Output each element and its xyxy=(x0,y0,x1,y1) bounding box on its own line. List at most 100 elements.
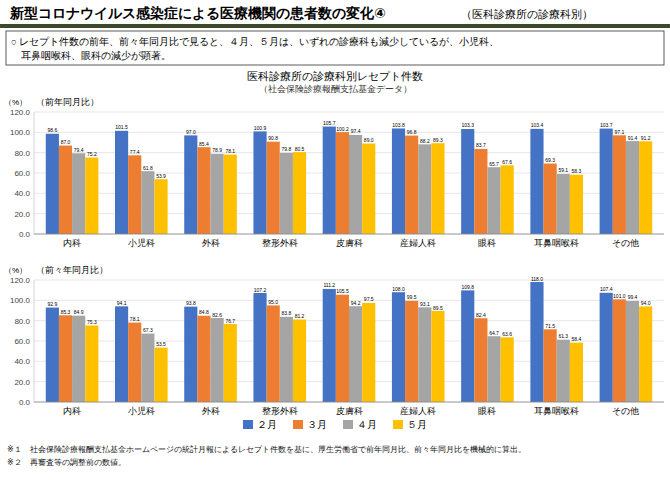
data-label: 61.3 xyxy=(558,333,568,339)
bar: ４月 xyxy=(211,154,224,234)
bar: ５月 xyxy=(570,175,583,234)
bar: ５月 xyxy=(85,325,98,402)
bars: ２月２月２月２月２月２月２月２月２月３月３月３月３月３月３月３月３月３月４月４月… xyxy=(46,282,652,402)
data-label: 100.2 xyxy=(336,126,349,132)
bar: ４月 xyxy=(72,316,85,402)
bar: ２月 xyxy=(115,131,128,234)
data-label: 107.4 xyxy=(600,286,613,292)
bar: ４月 xyxy=(280,317,293,402)
data-label: 78.1 xyxy=(225,148,235,154)
data-label: 107.2 xyxy=(254,287,267,293)
y-tick-label: 40.0 xyxy=(14,189,30,198)
bar: ５月 xyxy=(570,343,583,402)
bar: ２月 xyxy=(184,135,197,234)
page-subtitle: （医科診療所の診療科別） xyxy=(461,8,593,20)
data-label: 88.2 xyxy=(420,138,430,144)
data-label: 58.4 xyxy=(572,336,582,342)
data-label: 89.5 xyxy=(433,305,443,311)
bar: ３月 xyxy=(336,295,349,402)
data-label: 91.2 xyxy=(641,135,651,141)
data-label: 58.3 xyxy=(572,168,582,174)
x-tick-label: その他 xyxy=(612,238,639,248)
chart-panel-title: （前々年同月比） xyxy=(36,265,108,275)
bar: ３月 xyxy=(405,136,418,234)
data-label: 78.1 xyxy=(130,316,140,322)
legend-label: ２月 xyxy=(257,419,277,430)
text-box-line: ○ レセプト件数の前年、前々年同月比で見ると、４月、５月は、いずれの診療科も減少… xyxy=(11,36,499,48)
bar: ３月 xyxy=(544,329,557,402)
x-tick-label: 耳鼻咽喉科 xyxy=(534,406,579,416)
grid-line xyxy=(34,402,664,403)
bar: ５月 xyxy=(431,143,444,234)
data-label: 61.8 xyxy=(143,165,153,171)
data-label: 97.0 xyxy=(186,129,196,135)
data-label: 63.6 xyxy=(502,331,512,337)
bar: ２月 xyxy=(530,129,543,234)
data-label: 103.8 xyxy=(392,122,405,128)
bar: ３月 xyxy=(336,132,349,234)
data-label: 64.7 xyxy=(489,330,499,336)
bar: ３月 xyxy=(267,142,280,234)
bar: ３月 xyxy=(128,323,141,402)
bar: ４月 xyxy=(557,340,570,402)
x-tick-label: 小児科 xyxy=(128,238,155,248)
data-label: 67.3 xyxy=(143,327,153,333)
legend-swatch xyxy=(243,420,253,429)
y-tick-label: 120.0 xyxy=(10,276,31,285)
x-tick-label: 皮膚科 xyxy=(336,238,363,248)
data-label: 80.5 xyxy=(295,146,305,152)
chart-title: 医科診療所の診療科別レセプト件数 xyxy=(247,70,423,82)
y-tick-label: 0.0 xyxy=(19,398,31,407)
data-label: 93.8 xyxy=(186,300,196,306)
bar: ３月 xyxy=(613,299,626,402)
bar: ３月 xyxy=(613,135,626,234)
data-label: 82.6 xyxy=(212,312,222,318)
data-label: 79.8 xyxy=(281,146,291,152)
note: ※２ 再審査等の調整前の数値。 xyxy=(7,458,126,467)
data-label: 95.0 xyxy=(268,299,278,305)
y-tick-label: 20.0 xyxy=(14,210,30,219)
y-tick-label: 80.0 xyxy=(14,317,30,326)
bar: ２月 xyxy=(461,129,474,234)
bar: ２月 xyxy=(115,306,128,402)
data-label: 89.0 xyxy=(364,137,374,143)
x-tick-label: 整形外科 xyxy=(262,238,298,248)
data-label: 97.1 xyxy=(614,129,624,135)
bar: ２月 xyxy=(600,129,613,234)
data-label: 78.9 xyxy=(212,147,222,153)
data-label: 94.0 xyxy=(641,300,651,306)
data-label: 59.1 xyxy=(558,167,568,173)
grid-line xyxy=(34,112,664,113)
data-label: 99.5 xyxy=(407,294,417,300)
y-axis-line xyxy=(34,280,35,402)
bar: ４月 xyxy=(280,153,293,234)
x-tick-label: 耳鼻咽喉科 xyxy=(534,238,579,248)
bar: ２月 xyxy=(46,134,59,234)
header-bar xyxy=(0,24,670,28)
data-label: 82.4 xyxy=(476,312,486,318)
bar: ２月 xyxy=(392,128,405,234)
y-tick-label: 100.0 xyxy=(10,296,31,305)
y-tick-label: 20.0 xyxy=(14,378,30,387)
bar: ５月 xyxy=(501,337,514,402)
data-label: 118.0 xyxy=(531,276,543,282)
data-label: 85.4 xyxy=(199,141,209,147)
x-tick-label: 外科 xyxy=(202,238,220,248)
bar: ３月 xyxy=(197,316,210,402)
data-label: 103.7 xyxy=(600,122,613,128)
data-label: 83.8 xyxy=(281,310,291,316)
bar: ４月 xyxy=(626,301,639,402)
bar: ２月 xyxy=(46,308,59,402)
x-tick-label: 内科 xyxy=(63,238,81,248)
bar: ３月 xyxy=(59,315,72,402)
data-label: 105.7 xyxy=(323,120,336,126)
legend: ２月３月４月５月 xyxy=(243,419,427,430)
bar: ４月 xyxy=(418,307,431,402)
y-tick-label: 60.0 xyxy=(14,337,30,346)
data-label: 97.4 xyxy=(351,128,361,134)
chart-panel-title: （前年同月比） xyxy=(36,97,99,107)
bars: ２月２月２月２月２月２月２月２月２月３月３月３月３月３月３月３月３月３月４月４月… xyxy=(46,127,652,234)
bar: ５月 xyxy=(154,179,167,234)
data-label: 100.9 xyxy=(254,125,267,131)
data-label: 84.8 xyxy=(199,309,209,315)
